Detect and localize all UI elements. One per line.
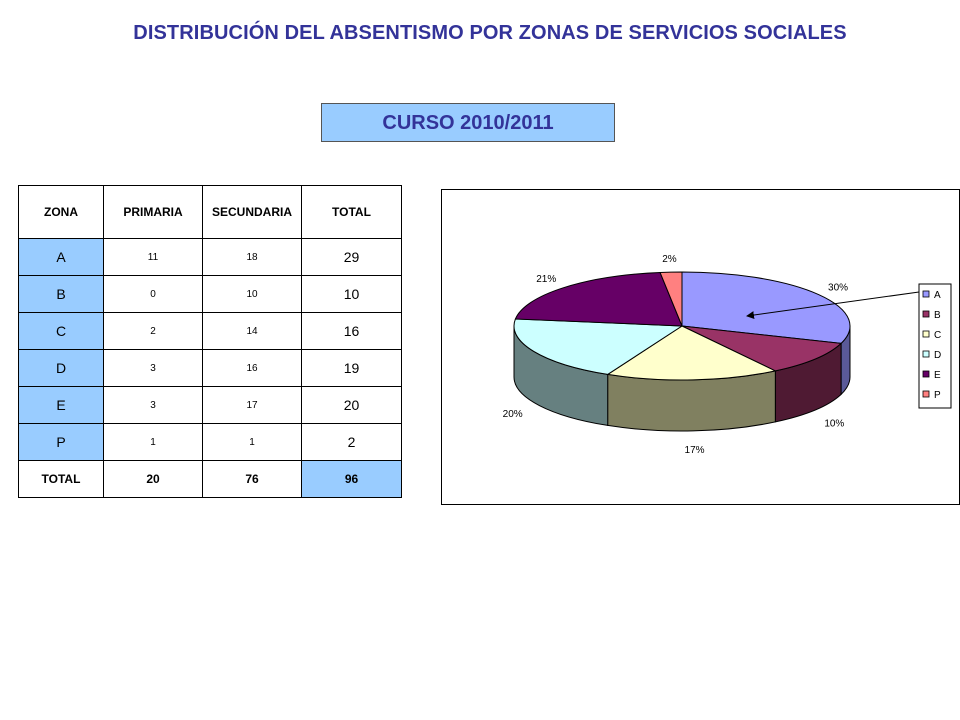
table-row: D 3 16 19 [18, 349, 402, 387]
pie-slice-E [514, 271, 683, 327]
legend-label: C [934, 330, 941, 341]
table-row: B 0 10 10 [18, 275, 402, 313]
cell-primaria: 11 [103, 238, 203, 276]
cell-total: 19 [301, 349, 402, 387]
cell-zona: C [18, 312, 104, 350]
data-label: 20% [503, 409, 523, 420]
pie-slices [513, 271, 851, 381]
pie-slice-C [606, 325, 777, 381]
table-header-row: ZONA PRIMARIA SECUNDARIA TOTAL [18, 185, 402, 239]
legend-swatch [922, 330, 930, 338]
total-total: 96 [301, 460, 402, 498]
cell-total: 20 [301, 386, 402, 424]
data-label: 2% [662, 254, 677, 265]
data-label: 30% [828, 282, 848, 293]
legend-swatch [922, 310, 930, 318]
data-label: 17% [685, 445, 705, 456]
header-secundaria: SECUNDARIA [202, 185, 302, 239]
data-label: 10% [824, 418, 844, 429]
cell-secundaria: 17 [202, 386, 302, 424]
table-row: C 2 14 16 [18, 312, 402, 350]
cell-secundaria: 16 [202, 349, 302, 387]
course-label: CURSO 2010/2011 [321, 103, 615, 142]
legend-label: A [934, 290, 941, 301]
cell-secundaria: 10 [202, 275, 302, 313]
legend-swatch [922, 350, 930, 358]
header-zona: ZONA [18, 185, 104, 239]
cell-total: 29 [301, 238, 402, 276]
cell-primaria: 0 [103, 275, 203, 313]
cell-secundaria: 18 [202, 238, 302, 276]
pie-sides [513, 325, 851, 432]
cell-zona: B [18, 275, 104, 313]
legend-box [918, 283, 952, 409]
legend-label: P [934, 390, 941, 401]
pie-chart: 30% 10% 17% 20% 21% 2% A B C D E P [441, 189, 960, 505]
absenteeism-table: ZONA PRIMARIA SECUNDARIA TOTAL A 11 18 2… [18, 185, 402, 498]
data-label: 21% [536, 274, 556, 285]
page-title: DISTRIBUCIÓN DEL ABSENTISMO POR ZONAS DE… [133, 22, 847, 44]
total-secundaria: 76 [202, 460, 302, 498]
cell-primaria: 2 [103, 312, 203, 350]
cell-secundaria: 1 [202, 423, 302, 461]
cell-total: 10 [301, 275, 402, 313]
pie-slice-A [681, 271, 851, 344]
cell-secundaria: 14 [202, 312, 302, 350]
total-primaria: 20 [103, 460, 203, 498]
legend-swatch [922, 390, 930, 398]
cell-zona: E [18, 386, 104, 424]
cell-total: 2 [301, 423, 402, 461]
pie-slice-B [681, 325, 843, 372]
pie-slice-D [513, 318, 684, 375]
table-total-row: TOTAL 20 76 96 [18, 460, 402, 498]
cell-primaria: 3 [103, 386, 203, 424]
legend-label: D [934, 350, 941, 361]
table-row: P 1 1 2 [18, 423, 402, 461]
legend-arrow [746, 291, 920, 319]
cell-primaria: 3 [103, 349, 203, 387]
cell-zona: D [18, 349, 104, 387]
header-total: TOTAL [301, 185, 402, 239]
header-primaria: PRIMARIA [103, 185, 203, 239]
total-label: TOTAL [18, 460, 104, 498]
cell-zona: A [18, 238, 104, 276]
cell-primaria: 1 [103, 423, 203, 461]
legend-swatch [922, 370, 930, 378]
cell-zona: P [18, 423, 104, 461]
table-row: A 11 18 29 [18, 238, 402, 276]
pie-slice-P [659, 271, 683, 327]
legend-label: E [934, 370, 941, 381]
table-row: E 3 17 20 [18, 386, 402, 424]
cell-total: 16 [301, 312, 402, 350]
legend-swatch [922, 290, 930, 298]
legend-label: B [934, 310, 941, 321]
